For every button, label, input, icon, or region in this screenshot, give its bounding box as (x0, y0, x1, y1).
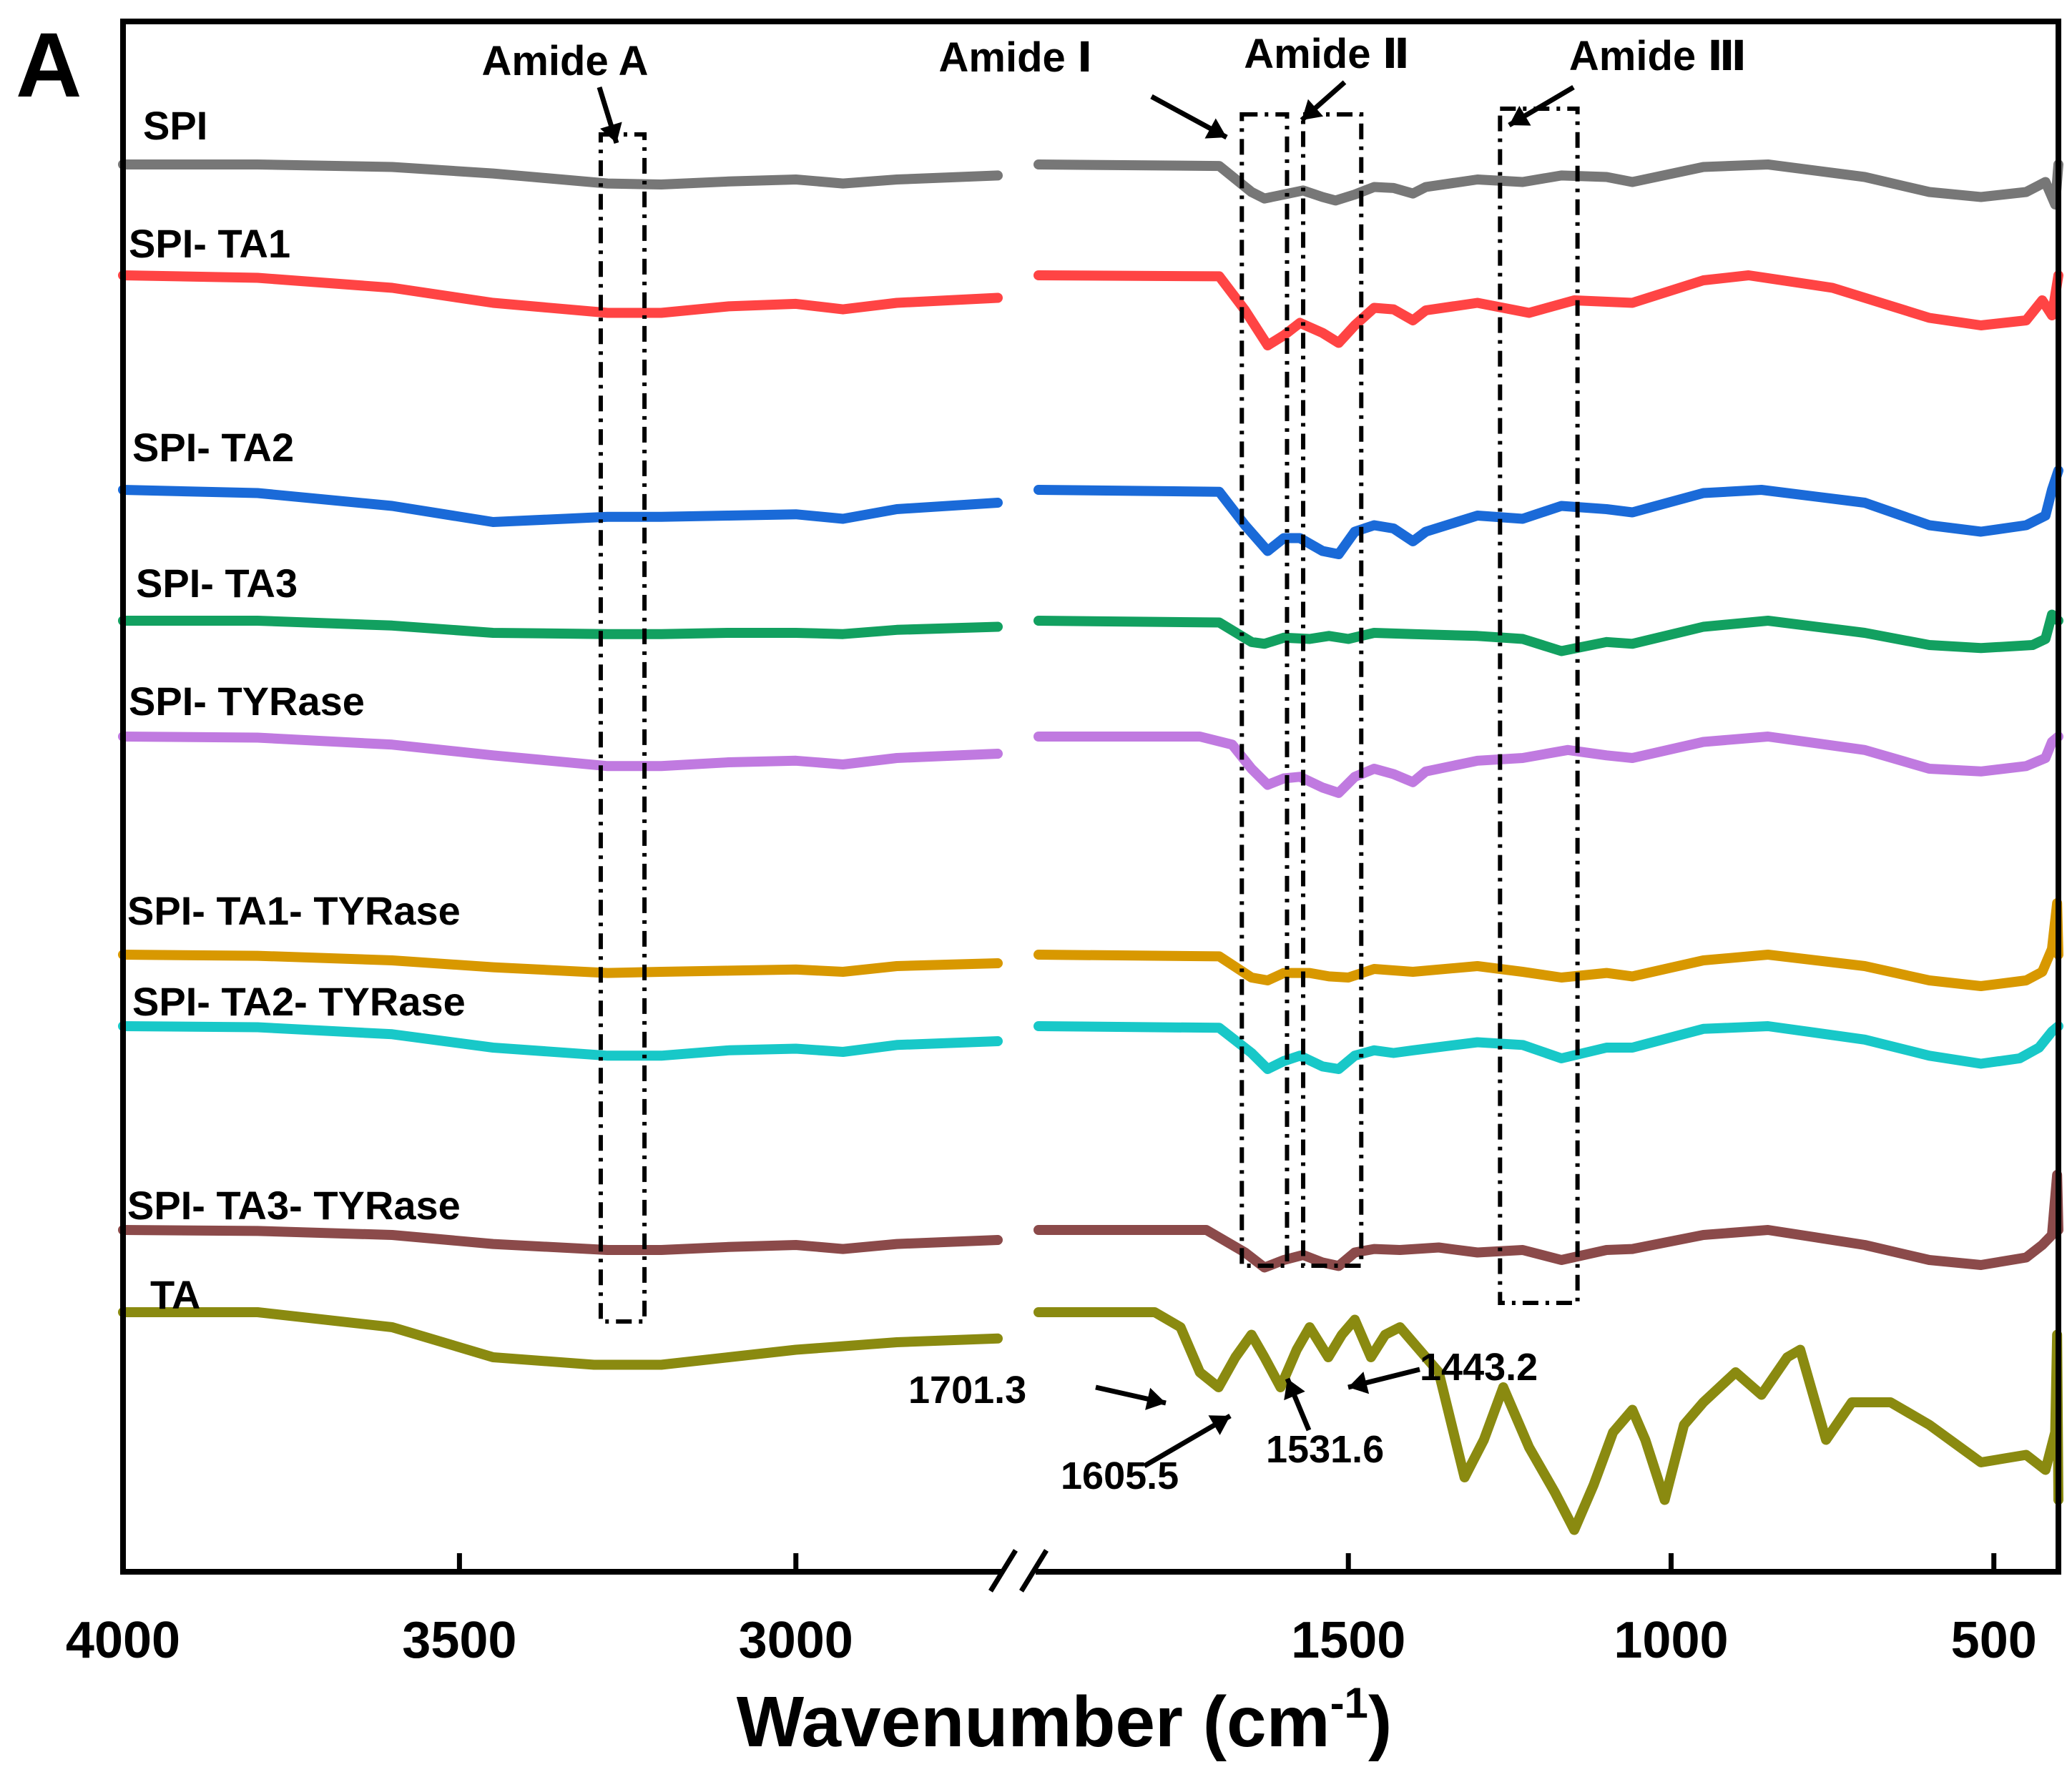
series-label-spi-ta2: SPI- TA2 (132, 425, 294, 470)
series-label-spi-ta1-tyrase: SPI- TA1- TYRase (127, 888, 461, 933)
x-tick-label-3500: 3500 (402, 1612, 516, 1669)
x-axis-title-superscript: -1 (1330, 1679, 1368, 1727)
band-label-2: Amide Ⅰ (939, 34, 1093, 81)
series-label-spi-ta3: SPI- TA3 (136, 561, 298, 606)
x-axis-title: Wavenumber (cm-1) (737, 1679, 1393, 1762)
series-line-low-spi-ta2 (1033, 466, 2063, 559)
series-line-low-spi-ta3 (1033, 609, 2063, 656)
band-arrowhead-4 (1509, 106, 1531, 126)
peak-label-3: 1531.6 (1266, 1428, 1384, 1471)
series-line-high-ta (118, 1307, 1003, 1370)
band-arrowhead-3 (1302, 99, 1324, 120)
band-label-4: Amide Ⅲ (1569, 33, 1747, 79)
band-box-3 (1301, 112, 1364, 1268)
panel-letter: A (16, 14, 82, 117)
series-line-low-spi-tyrase (1033, 732, 2063, 798)
sample-label-layer: SPI SPI- TA1 SPI- TA2 SPI- TA3 SPI- TYRase SP… (127, 103, 466, 1317)
x-tick-label-500: 500 (1951, 1612, 2037, 1669)
band-annotation-layer: Amide A Amide Ⅰ Amide Ⅱ Amide Ⅲ (481, 31, 1747, 1324)
peak-arrowhead-2 (1208, 1415, 1230, 1435)
series-label-spi-ta2-tyrase: SPI- TA2- TYRase (132, 979, 466, 1024)
peak-arrowhead-4 (1348, 1372, 1370, 1394)
x-axis-title-close: ) (1368, 1682, 1392, 1762)
series-line-low-spi-ta2-tyrase (1033, 1021, 2063, 1074)
x-tick-label-4000: 4000 (66, 1612, 180, 1669)
band-arrowhead-2 (1204, 118, 1227, 139)
series-line-high-spi (118, 159, 1003, 190)
series-line-low-spi (1033, 159, 2063, 210)
x-tick-label-1500: 1500 (1291, 1612, 1405, 1669)
peak-arrowhead-3 (1284, 1379, 1305, 1401)
series-line-high-spi-ta3-tyrase (118, 1225, 1003, 1255)
series-layer (118, 159, 2063, 1535)
band-box-2 (1239, 112, 1290, 1268)
series-line-high-spi-ta2 (118, 485, 1003, 527)
plot-frame (120, 19, 2061, 1575)
peak-label-2: 1605.5 (1061, 1455, 1179, 1497)
series-line-low-spi-ta1-tyrase (1033, 898, 2063, 991)
series-line-high-spi-ta1-tyrase (118, 950, 1003, 978)
series-label-spi-tyrase: SPI- TYRase (129, 679, 365, 724)
band-label-3: Amide Ⅱ (1244, 31, 1410, 77)
x-tick-label-3000: 3000 (739, 1612, 853, 1669)
band-label-1: Amide A (481, 38, 648, 84)
axis-break-mark-left (988, 1549, 1018, 1593)
x-axis-title-text: Wavenumber (cm (737, 1682, 1330, 1762)
series-line-low-ta (1033, 1307, 2063, 1535)
series-label-ta: TA (150, 1272, 201, 1317)
series-line-high-spi-ta2-tyrase (118, 1021, 1003, 1061)
series-line-low-spi-ta1 (1033, 270, 2063, 350)
x-axis: 4000 3500 3000 1500 1000 500 (66, 1549, 2037, 1669)
series-label-spi-ta3-tyrase: SPI- TA3- TYRase (127, 1183, 461, 1228)
peak-label-4: 1443.2 (1420, 1346, 1538, 1389)
band-arrowhead-1 (600, 122, 622, 143)
series-line-low-spi-ta3-tyrase (1033, 1170, 2063, 1273)
series-label-spi: SPI (143, 103, 207, 148)
series-line-high-spi-ta3 (118, 616, 1003, 639)
series-label-spi-ta1: SPI- TA1 (129, 221, 290, 266)
series-line-high-spi-ta1 (118, 270, 1003, 318)
x-tick-label-1000: 1000 (1614, 1612, 1728, 1669)
axis-break-mark-right (1019, 1549, 1049, 1593)
series-line-high-spi-tyrase (118, 732, 1003, 772)
band-box-1 (598, 132, 647, 1324)
band-box-4 (1498, 107, 1580, 1305)
peak-label-1: 1701.3 (908, 1369, 1026, 1412)
peak-annotation-layer: 1701.3 1605.5 1531.6 1443.2 (908, 1346, 1538, 1497)
peak-arrowhead-1 (1145, 1387, 1166, 1410)
